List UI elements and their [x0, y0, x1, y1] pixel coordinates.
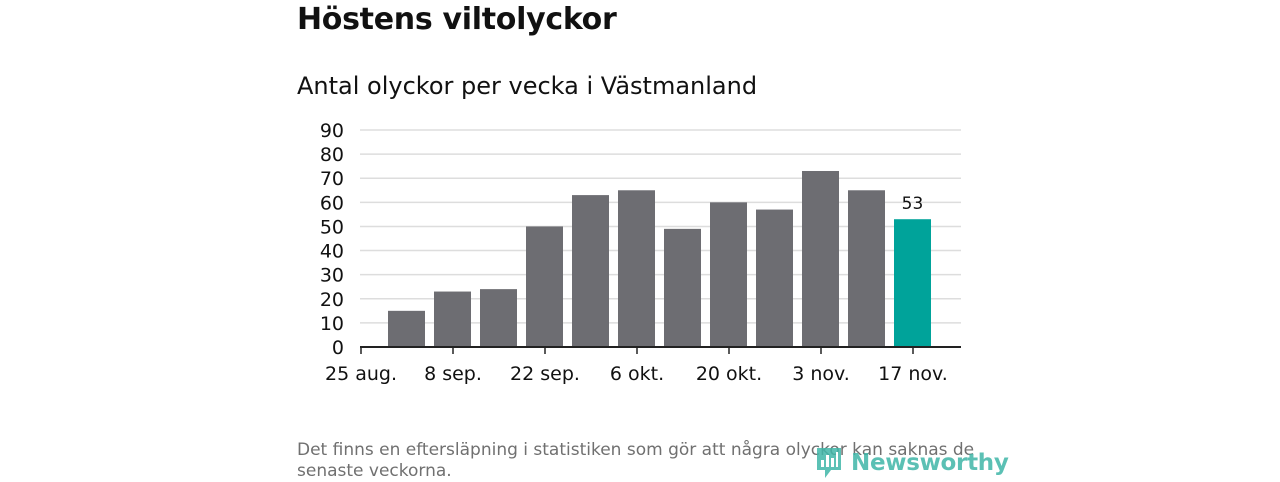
x-tick-label: 20 okt.	[696, 363, 762, 385]
y-tick-label: 50	[320, 216, 344, 238]
newsworthy-logo: Newsworthy	[815, 446, 1009, 480]
bar	[848, 190, 885, 347]
chart-subtitle: Antal olyckor per vecka i Västmanland	[297, 72, 758, 100]
data-labels: 53	[902, 194, 924, 214]
bar-highlight	[894, 219, 931, 347]
x-tick-label: 17 nov.	[878, 363, 948, 385]
bar	[480, 289, 517, 347]
y-tick-label: 0	[332, 337, 344, 359]
newsworthy-logo-icon	[815, 446, 843, 480]
x-axis	[360, 346, 961, 354]
bar	[802, 170, 839, 347]
bar	[388, 310, 425, 347]
x-tick-label: 22 sep.	[510, 363, 580, 385]
data-label: 53	[902, 194, 924, 214]
bar	[710, 202, 747, 347]
x-tick-label: 3 nov.	[792, 363, 850, 385]
bar	[526, 226, 563, 347]
bar	[618, 190, 655, 347]
x-axis-tick-labels: 25 aug. 8 sep. 22 sep. 6 okt. 20 okt. 3 nov. 1…	[325, 363, 948, 385]
x-tick-label: 25 aug.	[325, 363, 397, 385]
y-tick-label: 30	[320, 265, 344, 287]
bar	[756, 209, 793, 347]
x-tick-label: 6 okt.	[610, 363, 664, 385]
newsworthy-logo-text: Newsworthy	[851, 450, 1009, 476]
y-tick-label: 90	[320, 120, 344, 142]
y-tick-label: 80	[320, 144, 344, 166]
bar	[572, 195, 609, 347]
x-tick-label: 8 sep.	[424, 363, 482, 385]
y-tick-label: 10	[320, 313, 344, 335]
chart-title: Höstens viltolyckor	[297, 2, 617, 37]
y-tick-label: 40	[320, 241, 344, 263]
y-tick-label: 20	[320, 289, 344, 311]
y-tick-label: 60	[320, 192, 344, 214]
bar	[434, 291, 471, 347]
footnote: Det finns en eftersläpning i statistiken…	[297, 440, 975, 481]
bars	[388, 170, 931, 347]
bar	[664, 228, 701, 347]
y-tick-label: 70	[320, 168, 344, 190]
